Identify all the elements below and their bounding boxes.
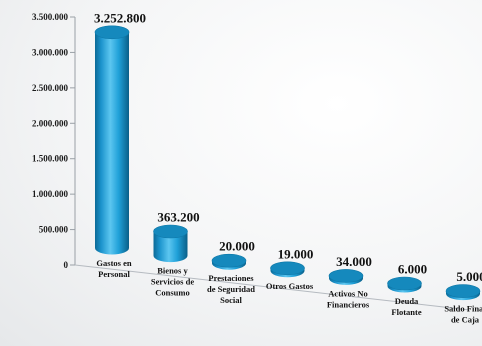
category-label-line: Bienos y xyxy=(157,266,188,276)
category-label-line: Prestaciones xyxy=(208,273,254,283)
category-label: Saldo Final de Caja xyxy=(444,304,482,325)
bar-top-cap xyxy=(387,276,422,291)
bar-top-cap xyxy=(328,269,364,283)
bar-top-cap xyxy=(153,224,188,239)
bar-0 xyxy=(94,25,130,255)
x-axis-floor-line xyxy=(74,264,471,311)
data-label: 19.000 xyxy=(278,246,314,261)
y-tick-label: 2.000.000 xyxy=(32,118,69,128)
data-label: 34.000 xyxy=(336,254,372,269)
category-label: Bienos y Servicios de Consumo xyxy=(151,266,194,298)
data-label: 6.000 xyxy=(398,262,427,277)
labels-layer: 3.252.800 Gastos en Personal 363.200 Bienos … xyxy=(94,10,482,324)
data-label: 363.200 xyxy=(157,210,199,225)
category-label: Activos No Financieros xyxy=(327,288,370,309)
category-label-line: Deuda xyxy=(395,296,419,306)
y-tick-label: 1.500.000 xyxy=(32,154,69,164)
category-label-line: de Seguridad xyxy=(207,284,255,294)
category-label-line: Activos No xyxy=(328,288,367,298)
y-tick-label: 500.000 xyxy=(39,225,69,235)
axis-layer: 0 500.000 1.000.000 1.500.000 2.000.000 2.500… xyxy=(32,12,471,311)
bar-top-cap xyxy=(270,261,305,276)
category-label-line: Social xyxy=(220,295,242,305)
category-label-line: Consumo xyxy=(155,288,189,298)
category-label-line: Servicios de xyxy=(151,277,194,287)
category-label: Otros Gastos xyxy=(266,281,314,291)
data-label: 5.000 xyxy=(456,269,482,284)
y-tick-label: 2.500.000 xyxy=(32,83,69,93)
y-tick-label: 3.000.000 xyxy=(32,47,69,57)
category-label-line: Otros Gastos xyxy=(266,281,314,291)
bar-5 xyxy=(387,276,422,293)
bar-3 xyxy=(270,261,305,278)
category-label-line: Saldo Final xyxy=(444,304,482,314)
category-label: Gastos en Personal xyxy=(96,258,131,279)
category-label-line: Financieros xyxy=(327,299,370,309)
y-tick-label: 0 xyxy=(64,260,69,270)
bar-top-cap xyxy=(211,253,247,268)
category-label-line: Gastos en xyxy=(96,258,131,268)
bar-body xyxy=(95,32,129,255)
data-label: 3.252.800 xyxy=(94,10,146,25)
bar-2 xyxy=(211,253,247,270)
category-label-line: Personal xyxy=(98,269,130,279)
category-label: Prestaciones de Seguridad Social xyxy=(207,273,255,305)
category-label-line: Flotante xyxy=(391,307,421,317)
bar-top-cap xyxy=(94,25,130,40)
category-label: Deuda Flotante xyxy=(391,296,421,317)
category-label-line: de Caja xyxy=(451,315,480,325)
bars-layer xyxy=(94,25,481,301)
y-tick-label: 3.500.000 xyxy=(32,12,69,22)
y-tick-label: 1.000.000 xyxy=(32,189,69,199)
bar-6 xyxy=(445,284,481,301)
bar-top-cap xyxy=(445,284,481,298)
bar-4 xyxy=(328,269,364,285)
bar-body xyxy=(153,231,188,263)
bar-1 xyxy=(153,224,188,263)
data-label: 20.000 xyxy=(219,239,255,254)
